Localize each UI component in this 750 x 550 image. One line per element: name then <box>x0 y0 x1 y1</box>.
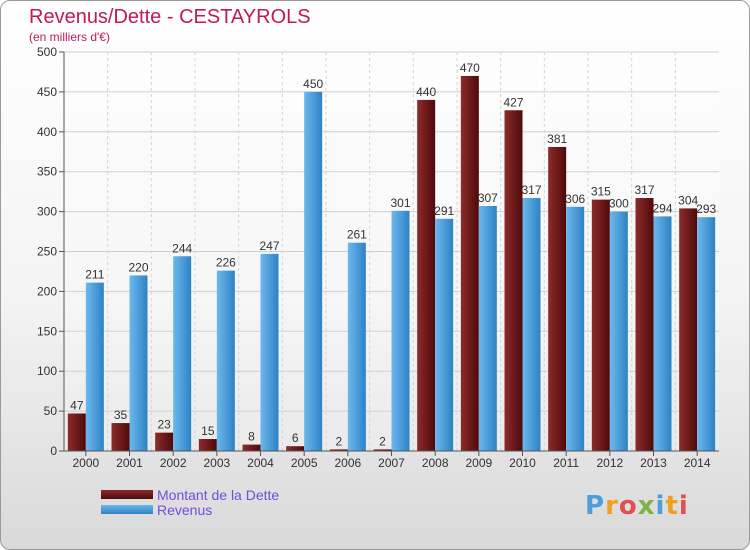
bar-dette-2002 <box>155 432 174 451</box>
label-dette-2006: 2 <box>335 434 342 448</box>
bar-revenus-2008 <box>435 218 454 451</box>
bar-dette-2008 <box>417 99 436 451</box>
bar-revenus-2011 <box>566 206 585 451</box>
x-tick-label-2007: 2007 <box>378 456 405 470</box>
label-dette-2004: 8 <box>248 430 255 444</box>
x-tick-label-2014: 2014 <box>684 456 711 470</box>
bar-revenus-2010 <box>522 198 541 451</box>
y-tick-label: 450 <box>37 85 57 99</box>
bar-revenus-2004 <box>260 253 279 451</box>
bar-revenus-2013 <box>653 216 672 451</box>
x-tick-label-2013: 2013 <box>640 456 667 470</box>
label-revenus-2000: 211 <box>85 268 104 282</box>
bar-revenus-2012 <box>609 211 628 451</box>
bar-revenus-2002 <box>173 256 192 451</box>
bar-dette-2005 <box>286 446 305 451</box>
bar-dette-2004 <box>242 444 261 451</box>
label-revenus-2009: 307 <box>478 191 498 205</box>
label-revenus-2012: 300 <box>609 197 629 211</box>
legend-item-revenus: Revenus <box>101 501 279 518</box>
label-dette-2007: 2 <box>379 434 386 448</box>
bar-revenus-2000 <box>85 282 104 451</box>
bar-dette-2001 <box>111 423 130 451</box>
label-revenus-2010: 317 <box>521 183 541 197</box>
label-dette-2012: 315 <box>591 185 611 199</box>
bar-dette-2006 <box>329 449 348 451</box>
x-tick-label-2001: 2001 <box>116 456 143 470</box>
proxiti-logo: Proxiti <box>585 491 689 521</box>
y-tick-label: 200 <box>37 284 57 298</box>
chart-subtitle: (en milliers d'€) <box>29 30 110 44</box>
label-dette-2009: 470 <box>460 61 480 75</box>
y-tick-label: 50 <box>44 404 58 418</box>
label-dette-2011: 381 <box>547 132 567 146</box>
label-dette-2003: 15 <box>201 424 215 438</box>
label-revenus-2003: 226 <box>216 256 236 270</box>
y-tick-label: 300 <box>37 205 57 219</box>
bar-dette-2000 <box>67 413 86 451</box>
label-revenus-2007: 301 <box>390 196 410 210</box>
x-tick-label-2010: 2010 <box>509 456 536 470</box>
x-tick-label-2004: 2004 <box>247 456 274 470</box>
bar-revenus-2001 <box>129 275 148 451</box>
bar-revenus-2009 <box>478 206 497 451</box>
bar-dette-2011 <box>548 146 567 451</box>
legend-item-dette: Montant de la Dette <box>101 486 280 503</box>
y-tick-label: 350 <box>37 165 57 179</box>
bar-revenus-2014 <box>697 217 716 451</box>
legend-label-dette: Montant de la Dette <box>157 486 280 503</box>
legend-swatch-revenus <box>101 505 153 514</box>
label-revenus-2008: 291 <box>434 204 454 218</box>
label-revenus-2005: 450 <box>303 77 323 91</box>
y-tick-label: 250 <box>37 245 57 259</box>
bar-revenus-2006 <box>347 242 366 451</box>
bar-dette-2012 <box>591 199 610 451</box>
bar-dette-2009 <box>460 75 479 451</box>
label-dette-2008: 440 <box>416 85 436 99</box>
y-tick-label: 500 <box>37 45 57 59</box>
label-revenus-2004: 247 <box>259 239 279 253</box>
bar-revenus-2003 <box>216 270 235 451</box>
x-tick-label-2008: 2008 <box>422 456 449 470</box>
bar-revenus-2007 <box>391 210 410 451</box>
bar-dette-2010 <box>504 110 523 451</box>
x-tick-label-2012: 2012 <box>596 456 623 470</box>
label-dette-2010: 427 <box>503 95 523 109</box>
legend-label-revenus: Revenus <box>157 501 213 518</box>
x-tick-label-2000: 2000 <box>72 456 99 470</box>
bar-dette-2014 <box>679 208 698 451</box>
chart-title: Revenus/Dette - CESTAYROLS <box>29 6 311 28</box>
x-tick-label-2011: 2011 <box>553 456 579 470</box>
y-tick-label: 150 <box>37 324 57 338</box>
label-dette-2014: 304 <box>678 193 698 207</box>
bar-dette-2003 <box>198 439 217 451</box>
label-revenus-2001: 220 <box>128 260 148 274</box>
label-dette-2000: 47 <box>70 398 84 412</box>
y-tick-label: 100 <box>37 364 57 378</box>
legend-swatch-dette <box>101 490 153 499</box>
x-tick-label-2009: 2009 <box>465 456 492 470</box>
y-tick-label: 0 <box>50 444 57 458</box>
label-revenus-2011: 306 <box>565 192 585 206</box>
bar-revenus-2005 <box>304 91 323 452</box>
label-dette-2013: 317 <box>634 183 654 197</box>
label-dette-2002: 23 <box>157 418 171 432</box>
y-tick-label: 400 <box>37 125 57 139</box>
label-revenus-2006: 261 <box>347 228 367 242</box>
label-dette-2001: 35 <box>114 408 128 422</box>
bar-dette-2013 <box>635 198 654 451</box>
x-tick-label-2003: 2003 <box>203 456 230 470</box>
label-dette-2005: 6 <box>292 431 299 445</box>
label-revenus-2013: 294 <box>652 201 672 215</box>
x-tick-label-2002: 2002 <box>160 456 187 470</box>
x-tick-label-2005: 2005 <box>291 456 318 470</box>
label-revenus-2002: 244 <box>172 241 192 255</box>
bar-dette-2007 <box>373 449 392 451</box>
chart-legend: Montant de la Dette Revenus <box>101 486 280 518</box>
x-tick-label-2006: 2006 <box>334 456 361 470</box>
label-revenus-2014: 293 <box>696 202 716 216</box>
